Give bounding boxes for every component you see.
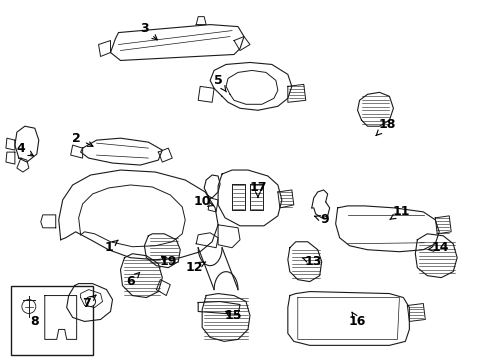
Polygon shape [357,92,393,126]
Polygon shape [198,302,240,315]
Polygon shape [158,148,172,162]
Polygon shape [414,234,456,278]
Text: 19: 19 [159,255,177,268]
Text: 13: 13 [302,255,322,268]
Polygon shape [66,284,112,321]
Circle shape [85,297,95,306]
Polygon shape [144,234,180,268]
Polygon shape [202,293,249,341]
Polygon shape [277,190,293,208]
Polygon shape [6,152,15,164]
Polygon shape [17,158,29,172]
Polygon shape [208,198,218,212]
Polygon shape [156,280,170,296]
Text: 11: 11 [389,205,409,220]
Text: 15: 15 [224,309,241,322]
Text: 9: 9 [314,213,328,226]
Text: 6: 6 [126,272,140,288]
Circle shape [22,300,36,314]
Polygon shape [218,170,281,226]
Polygon shape [6,138,15,150]
Polygon shape [110,24,244,60]
Polygon shape [232,184,244,210]
Polygon shape [249,184,263,210]
Polygon shape [59,170,218,260]
Text: 10: 10 [193,195,213,208]
Polygon shape [196,233,218,248]
Polygon shape [41,215,56,228]
Text: 4: 4 [17,141,33,156]
Polygon shape [203,175,220,198]
Polygon shape [407,303,425,321]
Text: 7: 7 [82,295,96,310]
Text: 8: 8 [30,315,39,328]
Polygon shape [287,84,305,102]
Polygon shape [79,185,185,247]
Text: 18: 18 [375,118,395,136]
Polygon shape [81,289,102,307]
Polygon shape [71,145,82,158]
Polygon shape [15,126,39,162]
Polygon shape [196,17,206,24]
Polygon shape [210,62,291,110]
Polygon shape [99,41,110,57]
Text: 2: 2 [72,132,93,146]
Polygon shape [287,292,408,345]
Polygon shape [287,242,321,282]
Bar [11,285,92,355]
Polygon shape [45,296,77,339]
Polygon shape [297,298,399,339]
Text: 16: 16 [348,312,366,328]
Text: 5: 5 [213,74,226,92]
Polygon shape [335,206,438,252]
Polygon shape [198,86,214,102]
Text: 17: 17 [249,181,266,197]
Text: 1: 1 [104,240,118,254]
Polygon shape [434,216,450,234]
Polygon shape [225,71,277,104]
Polygon shape [218,225,240,248]
Polygon shape [198,248,238,289]
Polygon shape [81,138,162,165]
Text: 3: 3 [140,22,157,40]
Polygon shape [120,254,162,298]
Text: 14: 14 [427,241,448,254]
Polygon shape [234,37,249,50]
Text: 12: 12 [185,261,205,274]
